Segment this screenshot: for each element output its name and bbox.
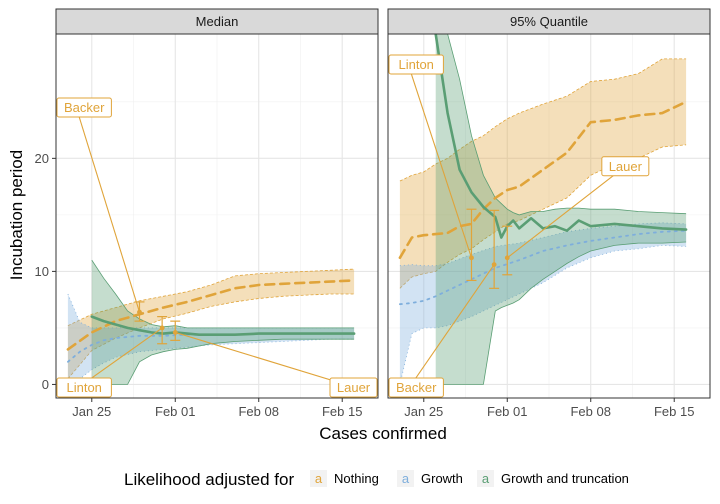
facet-strip [55, 8, 379, 35]
study-point [491, 262, 497, 268]
legend-key-glyph: a [315, 471, 323, 486]
y-tick-label: 0 [42, 377, 49, 392]
facet-strip-label: 95% Quantile [510, 14, 588, 29]
x-axis-title: Cases confirmed [319, 424, 447, 443]
x-tick-label: Feb 08 [570, 404, 610, 419]
ribbon-edge-upper [435, 34, 687, 216]
study-label: Linton [398, 57, 433, 72]
legend-key-glyph: a [482, 471, 490, 486]
series-line-nothing [398, 100, 688, 260]
study-label-box [56, 97, 112, 118]
study-label: Linton [66, 380, 101, 395]
ribbon-edge-upper [67, 268, 355, 327]
study-point [504, 255, 510, 261]
study-connector [407, 64, 473, 258]
study-connector [407, 264, 495, 390]
ribbon-edge-lower [91, 338, 355, 385]
x-tick-label: Feb 15 [654, 404, 694, 419]
panel-border [387, 33, 711, 399]
legend-key-background [397, 470, 414, 487]
study-annotations: Backer Linton Lauer [56, 97, 378, 398]
study-connector [75, 107, 141, 313]
study-label: Backer [396, 380, 437, 395]
study-label: Backer [64, 100, 105, 115]
x-tick-label: Feb 15 [322, 404, 362, 419]
panel-quantile-95: 95% Quantile Linton Backer Lauer Jan 25 Feb 0… [387, 8, 711, 419]
series-line-nothing [66, 279, 356, 351]
y-axis-title: Incubation period [7, 150, 26, 280]
ribbon-growth [67, 294, 355, 385]
legend-item-growth: a Growth [397, 470, 463, 487]
x-tick-label: Feb 01 [155, 404, 195, 419]
legend-item-label: Growth [421, 471, 463, 486]
ribbon-growth-and-truncation [435, 34, 687, 385]
study-label-box [388, 377, 444, 398]
legend: Likelihood adjusted for a Nothing a Growth a… [124, 470, 629, 489]
study-label-box [601, 156, 650, 177]
facet-strip-label: Median [196, 14, 239, 29]
study-label-box [329, 377, 378, 398]
study-point [159, 325, 165, 331]
study-point [137, 309, 142, 315]
facet-strip [387, 8, 711, 35]
y-tick-label: 10 [35, 264, 49, 279]
study-label-box [388, 54, 444, 75]
legend-title: Likelihood adjusted for [124, 470, 294, 489]
legend-item-label: Nothing [334, 471, 379, 486]
series-line-growth-and-truncation [434, 34, 688, 239]
legend-item-growth-and-truncation: a Growth and truncation [477, 470, 629, 487]
ribbon-nothing [67, 269, 355, 379]
panel-median: Median Backer Linton Lauer Jan 25 Feb 01 Feb 0… [35, 8, 379, 419]
y-tick-label: 20 [35, 151, 49, 166]
x-tick-label: Jan 25 [404, 404, 443, 419]
series-line-growth-and-truncation [90, 315, 356, 336]
x-tick-label: Jan 25 [72, 404, 111, 419]
ribbon-edge-lower [67, 293, 355, 380]
legend-key-background [477, 470, 494, 487]
x-tick-label: Feb 01 [487, 404, 527, 419]
legend-item-nothing: a Nothing [310, 470, 379, 487]
ribbon-edge-lower [435, 241, 687, 385]
x-tick-label: Feb 08 [238, 404, 278, 419]
study-label-box [56, 377, 112, 398]
legend-key-glyph: a [402, 471, 410, 486]
legend-key-background [310, 470, 327, 487]
ribbon-edge-lower [399, 244, 687, 385]
study-label: Lauer [609, 159, 643, 174]
study-annotations: Linton Backer Lauer [388, 54, 650, 398]
study-connector [506, 165, 626, 259]
panel-border [55, 33, 379, 399]
study-label: Lauer [337, 380, 371, 395]
series-line-growth [399, 229, 687, 306]
legend-item-label: Growth and truncation [501, 471, 629, 486]
gridlines [388, 34, 710, 398]
ribbon-edge-lower [67, 338, 355, 385]
study-connector [175, 331, 361, 390]
study-point [172, 330, 178, 335]
ribbon-edge-upper [399, 58, 687, 182]
ribbon-edge-upper [91, 259, 355, 329]
study-point [469, 255, 474, 261]
